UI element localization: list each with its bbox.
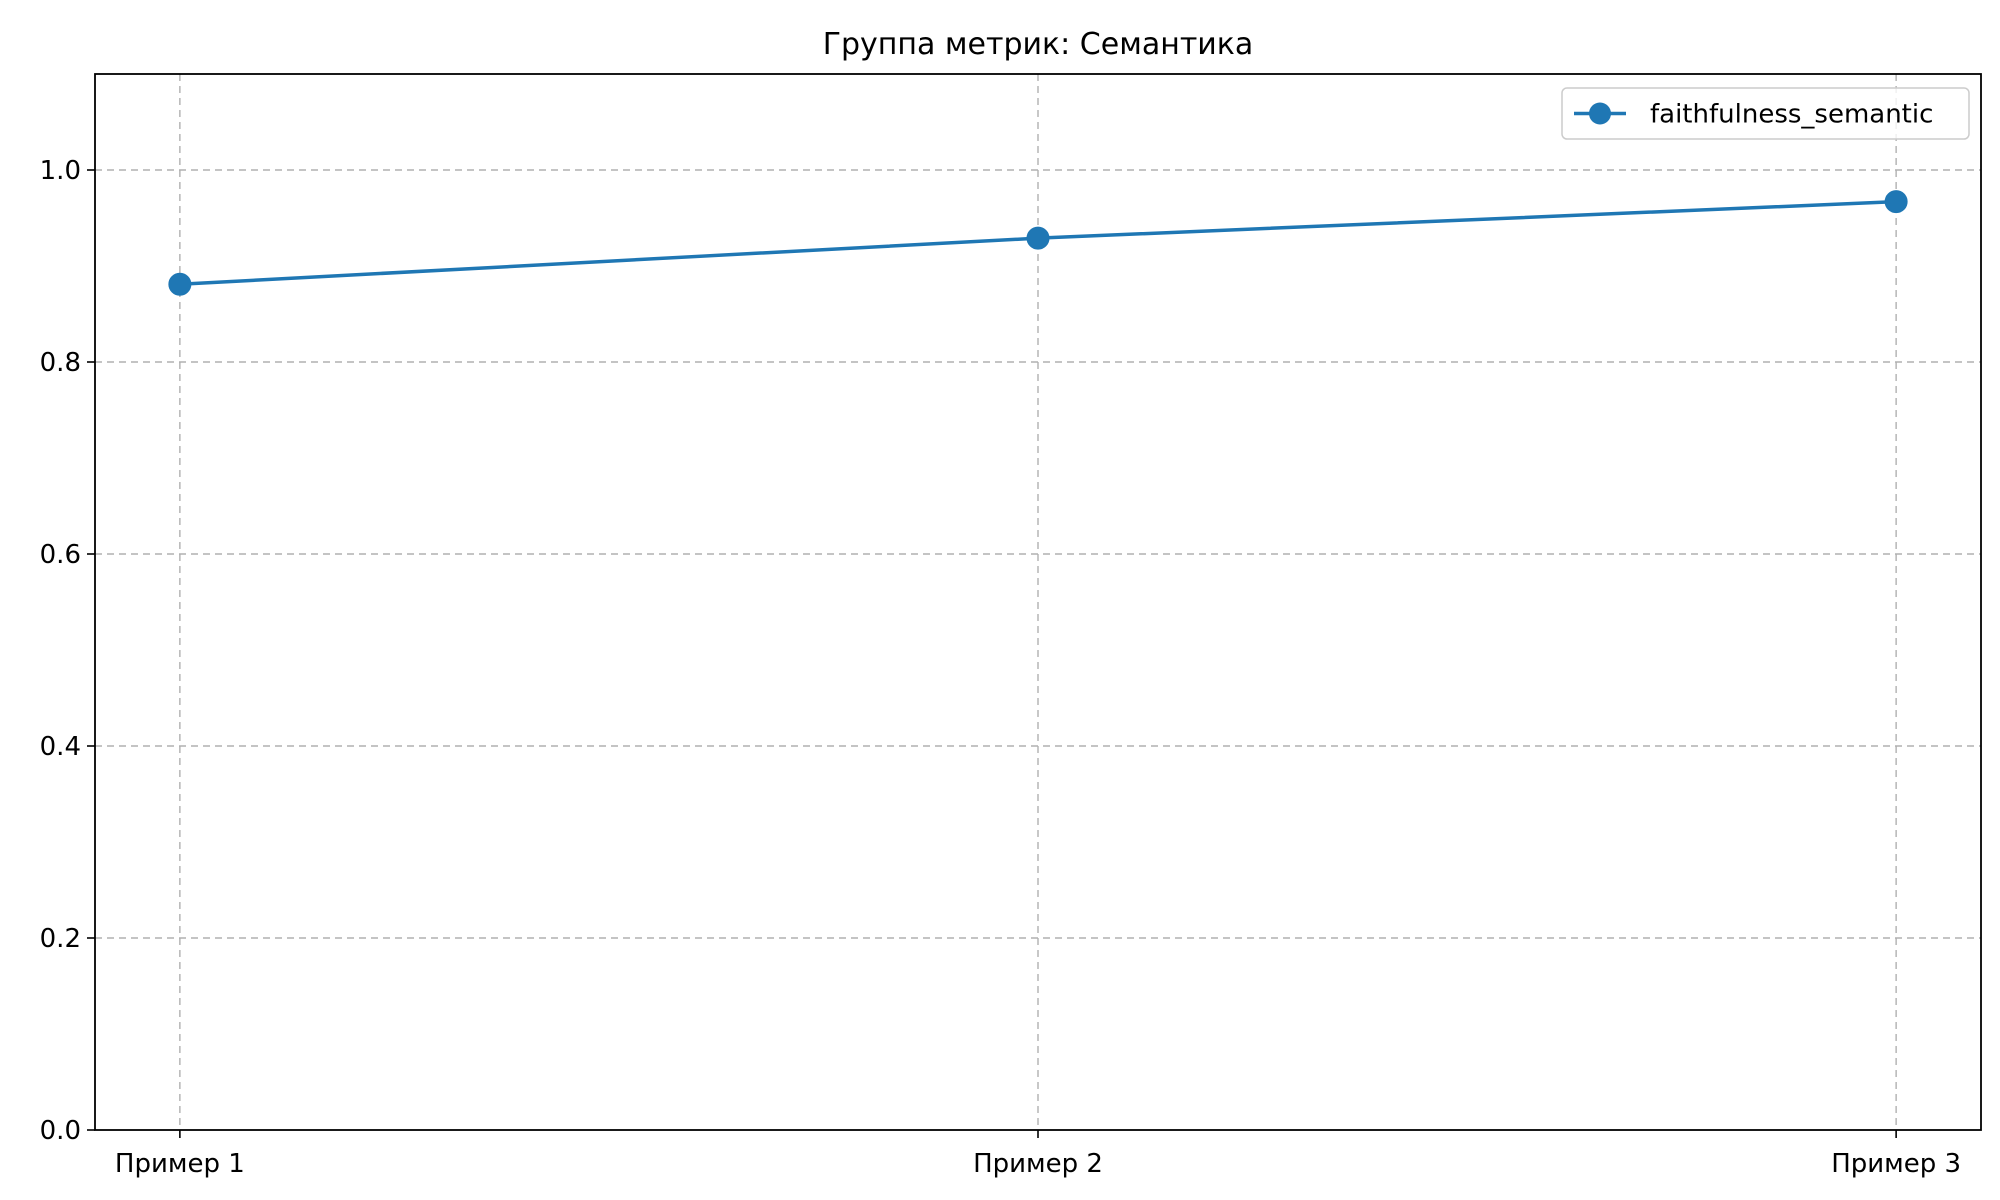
axes-frame (94, 73, 1982, 1131)
y-tick-label: 0.4 (40, 732, 81, 762)
y-tick-label: 0.6 (40, 540, 81, 570)
legend: faithfulness_semantic (1561, 87, 1970, 140)
y-tick-label: 0.8 (40, 348, 81, 378)
data-point (1026, 226, 1050, 250)
y-tick-label: 1.0 (40, 156, 81, 186)
legend-marker-swatch (1589, 102, 1611, 125)
x-tick-label: Пример 1 (115, 1149, 245, 1179)
data-point (168, 272, 192, 296)
y-tick-label: 0.2 (40, 924, 81, 954)
x-axis-ticks: Пример 1 Пример 2 Пример 3 (115, 1130, 1961, 1179)
x-tick-label: Пример 3 (1831, 1149, 1961, 1179)
legend-box (1561, 87, 1970, 140)
series-layer (168, 190, 1908, 296)
y-tick-label: 0.0 (40, 1116, 81, 1146)
data-point (1884, 190, 1908, 214)
y-axis-ticks: 0.0 0.2 0.4 0.6 0.8 1.0 (40, 156, 95, 1146)
legend-label: faithfulness_semantic (1650, 100, 1933, 130)
chart-title: Группа метрик: Семантика (823, 27, 1254, 62)
grid (95, 74, 1981, 1130)
x-tick-label: Пример 2 (973, 1149, 1103, 1179)
